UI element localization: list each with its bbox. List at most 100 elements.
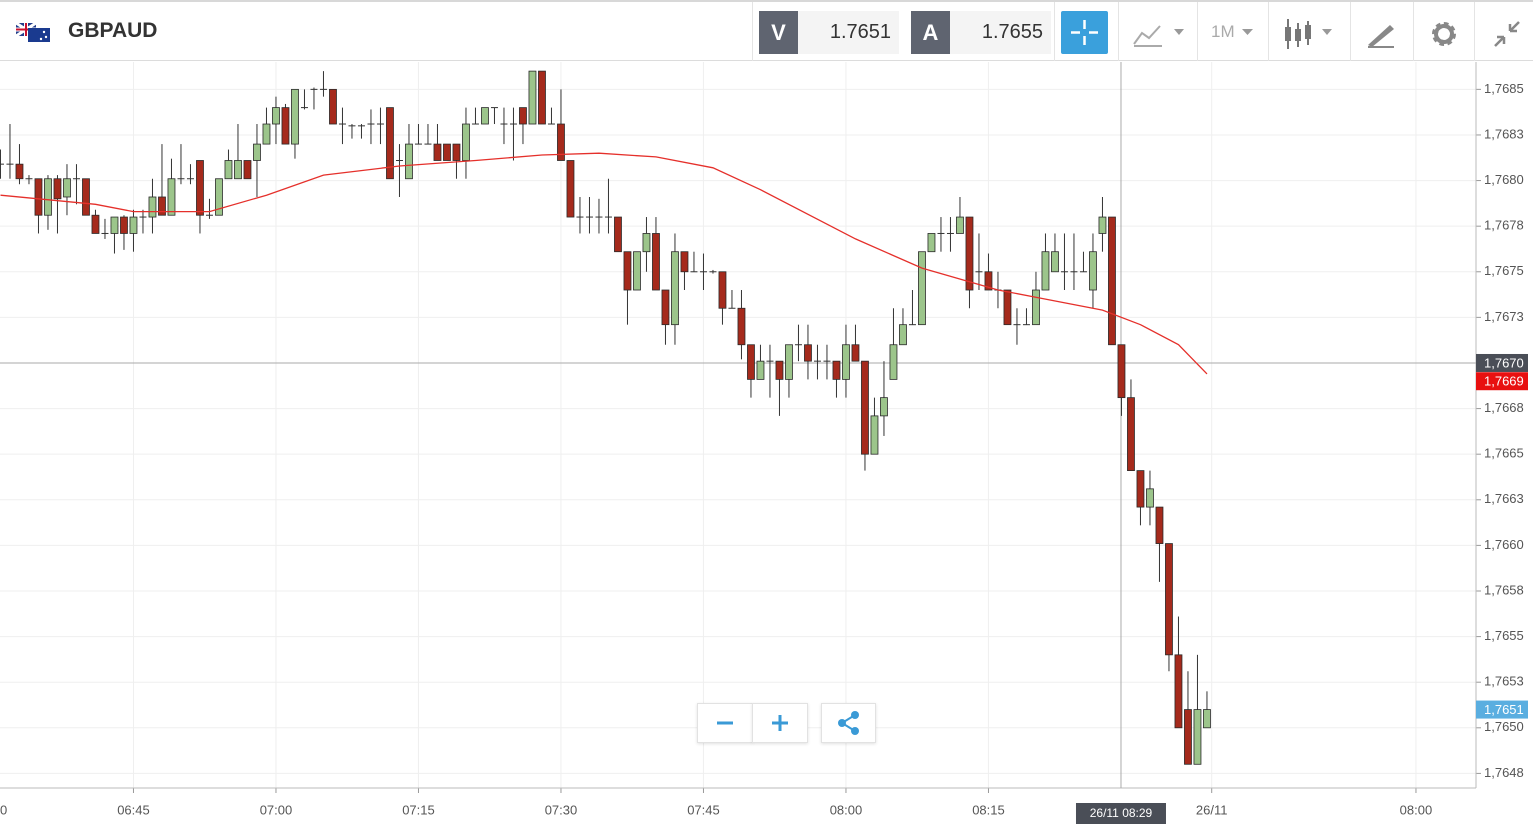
timeframe-caret[interactable] (1240, 20, 1256, 40)
y-tick-label: 1,7685 (1484, 81, 1524, 96)
candle-body (148, 196, 157, 218)
candle-body (813, 360, 821, 362)
chart-type-button[interactable] (1132, 20, 1186, 48)
plot (0, 70, 1211, 765)
sell-price[interactable]: 1.7651 (798, 11, 899, 54)
candle-body (215, 178, 223, 216)
candle-body (1032, 289, 1040, 326)
candle-body (566, 160, 575, 218)
candle-body (576, 216, 584, 218)
y-tick-label: 1,7680 (1484, 172, 1524, 187)
crosshair-x-box (1075, 803, 1166, 824)
candle-body (101, 232, 109, 234)
candle-body (310, 88, 318, 90)
candle-body (956, 216, 964, 234)
candle-body (718, 271, 727, 309)
candle-body (766, 360, 774, 362)
candle-body (348, 125, 356, 127)
y-tick-label: 1,7675 (1484, 263, 1524, 278)
y-tick-label: 1,7663 (1484, 491, 1524, 506)
flag-icon (16, 23, 50, 42)
candle-body (110, 216, 119, 234)
last-marker-box (1476, 700, 1528, 719)
x-tick-label: 06:30 (0, 802, 7, 817)
y-tick-label: 1,7650 (1484, 719, 1524, 734)
candle-body (547, 123, 555, 125)
buy-label[interactable]: A (911, 11, 950, 54)
candle-body (927, 233, 936, 253)
draw-button[interactable] (1366, 19, 1396, 49)
moving-average (0, 152, 1208, 375)
separator (1118, 2, 1119, 61)
x-tick-label: 07:45 (687, 802, 720, 817)
candle-body (1155, 506, 1164, 544)
candle-body (0, 163, 4, 165)
candle-body (462, 123, 470, 161)
candle-body (53, 178, 62, 200)
candle-body (1203, 709, 1211, 729)
candle-body (519, 107, 527, 125)
candle-body (737, 307, 746, 346)
candle-body (1165, 543, 1173, 656)
candle-body (167, 178, 176, 216)
zoom-in-button[interactable] (752, 703, 808, 743)
candle-body (984, 271, 993, 291)
share-button[interactable] (821, 703, 876, 743)
indicator-button[interactable] (1284, 17, 1338, 51)
last-marker-label: 1,7651 (1484, 702, 1524, 717)
candle-body (918, 251, 926, 326)
x-tick-label: 08:00 (1400, 802, 1433, 817)
candle-body (709, 271, 717, 273)
sell-label[interactable]: V (759, 11, 798, 54)
crosshair-x-label: 26/11 08:29 (1090, 806, 1153, 820)
candle-body (443, 143, 451, 161)
candle-body (680, 251, 689, 273)
candle-body (1108, 216, 1116, 346)
candle-body (661, 289, 670, 326)
candle-body (1136, 470, 1145, 508)
crosshair-button[interactable] (1061, 11, 1108, 54)
zoom-out-button[interactable] (697, 703, 753, 743)
candle-body (433, 143, 442, 161)
candle-body (272, 107, 280, 125)
candle-body (196, 160, 204, 216)
candle-body (538, 70, 546, 125)
crosshair-y-label: 1,7670 (1484, 355, 1524, 370)
candle-body (975, 271, 983, 273)
collapse-button[interactable] (1492, 19, 1522, 49)
candle-body (899, 324, 907, 346)
x-tick-label: 06:45 (117, 802, 150, 817)
candle-body (224, 160, 233, 180)
candle-body (471, 123, 479, 125)
candle-body (842, 344, 850, 380)
candle-body (234, 160, 242, 180)
candle-body (1022, 324, 1030, 326)
share-icon (838, 711, 859, 735)
x-tick-label: 07:00 (260, 802, 293, 817)
candle-body (129, 216, 138, 234)
candle-body (338, 123, 346, 125)
candle-body (386, 107, 394, 180)
candle-body (908, 324, 916, 326)
separator (752, 2, 753, 61)
candle-body (319, 88, 327, 90)
candle-body (595, 216, 603, 218)
candle-body (1051, 251, 1059, 273)
crosshair-y-box (1476, 353, 1528, 372)
candle-body (509, 123, 517, 125)
candle-body (633, 251, 641, 291)
timeframe[interactable]: 1M (1211, 22, 1235, 41)
candle-body (851, 344, 860, 362)
candle-body (395, 160, 403, 162)
symbol: GBPAUD (68, 19, 158, 42)
candle-body (1146, 488, 1154, 508)
candle-body (775, 360, 784, 380)
separator (1054, 2, 1055, 61)
buy-price[interactable]: 1.7655 (950, 11, 1051, 54)
candle-body (500, 123, 508, 125)
candle-body (690, 271, 698, 273)
candle-body (614, 216, 622, 253)
candle-body (1117, 344, 1126, 399)
candle-body (604, 216, 612, 218)
settings-button[interactable] (1429, 19, 1459, 49)
